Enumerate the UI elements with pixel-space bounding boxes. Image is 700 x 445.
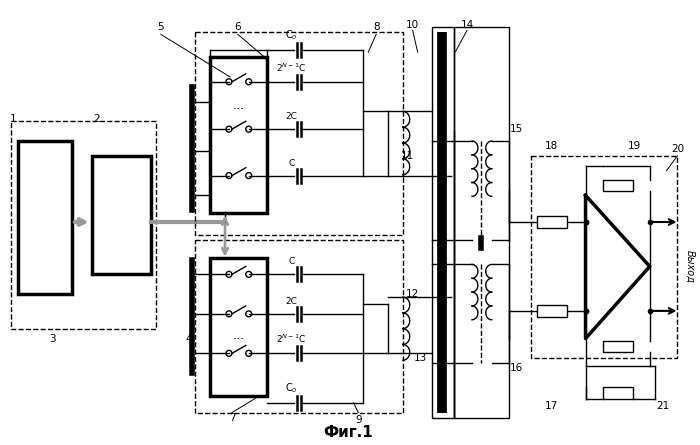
Text: 17: 17: [545, 400, 558, 411]
Text: 10: 10: [406, 20, 419, 29]
Text: 7: 7: [229, 413, 235, 423]
Bar: [10, 121, 156, 329]
Text: 13: 13: [414, 353, 427, 363]
Text: 16: 16: [510, 363, 523, 373]
Text: 5: 5: [158, 22, 164, 32]
Text: 15: 15: [510, 124, 523, 134]
Text: 21: 21: [656, 400, 669, 411]
Polygon shape: [585, 195, 650, 339]
Text: 2$^{N-1}$C: 2$^{N-1}$C: [276, 333, 307, 345]
Text: 1: 1: [9, 114, 16, 124]
Text: C: C: [288, 159, 294, 168]
Bar: [603, 179, 633, 191]
Text: 19: 19: [629, 141, 642, 151]
Text: 20: 20: [671, 144, 684, 154]
Bar: [454, 28, 508, 417]
Bar: [195, 32, 402, 235]
Text: 9: 9: [355, 414, 362, 425]
Text: 8: 8: [373, 22, 379, 32]
Text: ...: ...: [233, 329, 245, 342]
Bar: [210, 57, 267, 213]
Text: 14: 14: [461, 20, 474, 29]
Text: 2C: 2C: [286, 112, 297, 121]
Text: 11: 11: [401, 151, 414, 161]
Text: 6: 6: [234, 22, 241, 32]
Bar: [433, 28, 454, 417]
Bar: [18, 141, 72, 294]
Text: C: C: [288, 258, 294, 267]
Bar: [531, 156, 678, 358]
Text: C$_o$: C$_o$: [285, 381, 298, 395]
Text: ...: ...: [233, 99, 245, 112]
Text: Выход: Выход: [685, 250, 695, 283]
Bar: [195, 240, 402, 413]
Text: Фиг.1: Фиг.1: [323, 425, 373, 440]
Text: 2C: 2C: [286, 297, 297, 306]
Bar: [603, 340, 633, 352]
Bar: [537, 216, 567, 228]
Text: 12: 12: [406, 289, 419, 299]
Text: C$_o$: C$_o$: [285, 28, 298, 42]
Text: 2$^{N-1}$C: 2$^{N-1}$C: [276, 61, 307, 74]
Bar: [537, 305, 567, 317]
Text: 18: 18: [545, 141, 558, 151]
Bar: [92, 156, 151, 275]
Text: 2: 2: [93, 114, 100, 124]
Text: 3: 3: [49, 334, 55, 344]
Bar: [603, 387, 633, 399]
Bar: [210, 258, 267, 396]
Text: 4: 4: [186, 334, 192, 344]
